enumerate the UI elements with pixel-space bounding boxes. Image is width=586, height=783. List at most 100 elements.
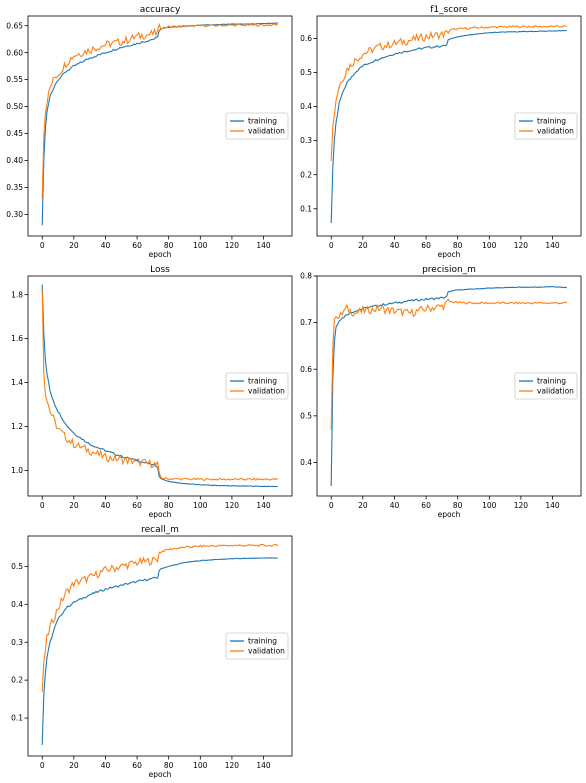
x-tick-label: 80 (164, 501, 174, 510)
series-line-validation (330, 24, 567, 162)
x-tick-label: 80 (453, 501, 463, 510)
x-tick-label: 20 (69, 761, 79, 770)
y-tick-label: 1.0 (11, 466, 23, 475)
y-tick-label: 0.65 (6, 21, 23, 30)
y-tick-label: 1.4 (11, 378, 23, 387)
x-tick-label: 40 (390, 501, 400, 510)
x-tick-label: 100 (193, 761, 208, 770)
y-tick-label: 0.4 (300, 458, 312, 467)
x-tick-label: 140 (545, 241, 560, 250)
chart-title: accuracy (140, 5, 181, 15)
y-tick-label: 0.40 (6, 156, 23, 165)
x-tick-label: 40 (390, 241, 400, 250)
legend-box (225, 112, 289, 140)
chart-title: precision_m (422, 265, 476, 275)
x-tick-label: 140 (545, 501, 560, 510)
chart-title: Loss (150, 265, 170, 275)
x-tick-label: 0 (40, 241, 45, 250)
y-tick-label: 0.7 (300, 318, 312, 327)
x-tick-label: 60 (132, 761, 142, 770)
x-axis-label: epoch (149, 250, 172, 259)
y-tick-label: 0.35 (6, 183, 23, 192)
legend-label-validation: validation (537, 127, 574, 136)
series-line-training (41, 284, 278, 488)
y-tick-label: 0.60 (6, 48, 23, 57)
x-tick-label: 0 (329, 501, 334, 510)
x-tick-label: 60 (132, 501, 142, 510)
y-tick-label: 0.3 (11, 638, 23, 647)
x-tick-label: 80 (164, 241, 174, 250)
x-tick-label: 20 (358, 501, 368, 510)
x-tick-label: 140 (256, 241, 271, 250)
y-tick-label: 0.8 (300, 272, 312, 281)
legend-label-validation: validation (248, 647, 285, 656)
x-tick-label: 140 (256, 501, 271, 510)
y-tick-label: 1.6 (11, 334, 23, 343)
y-tick-label: 0.55 (6, 75, 23, 84)
series-line-validation (41, 289, 278, 481)
x-axis-label: epoch (149, 510, 172, 519)
subplot-f1_score: f1_score 0 20 40 60 80 100 120 140 0.1 0.2 0.3 0.4 0.… (300, 5, 582, 259)
x-tick-label: 140 (256, 761, 271, 770)
x-tick-label: 100 (482, 241, 497, 250)
x-tick-label: 100 (482, 501, 497, 510)
legend-label-validation: validation (248, 387, 285, 396)
x-tick-label: 120 (225, 501, 240, 510)
y-tick-label: 1.2 (11, 422, 23, 431)
y-tick-label: 0.6 (300, 365, 312, 374)
axes-frame (316, 15, 582, 237)
legend-label-training: training (248, 377, 277, 386)
x-tick-label: 0 (40, 761, 45, 770)
x-tick-label: 60 (421, 241, 431, 250)
x-tick-label: 120 (514, 501, 529, 510)
series-line-validation (41, 543, 279, 692)
legend-label-validation: validation (537, 387, 574, 396)
legend-label-training: training (248, 117, 277, 126)
axes-frame (316, 275, 582, 497)
y-tick-label: 0.5 (300, 411, 312, 420)
series-line-validation (41, 22, 279, 199)
chart-title: f1_score (430, 5, 468, 15)
y-tick-label: 0.1 (11, 714, 23, 723)
chart-title: recall_m (141, 525, 179, 535)
x-axis-label: epoch (149, 770, 172, 779)
y-tick-label: 0.5 (300, 68, 312, 77)
x-tick-label: 60 (132, 241, 142, 250)
x-tick-label: 80 (453, 241, 463, 250)
x-tick-label: 120 (225, 761, 240, 770)
y-tick-label: 0.3 (300, 136, 312, 145)
axes-frame (27, 535, 293, 757)
x-tick-label: 120 (225, 241, 240, 250)
x-tick-label: 0 (40, 501, 45, 510)
legend-label-training: training (537, 377, 566, 386)
x-tick-label: 40 (101, 501, 111, 510)
x-tick-label: 60 (421, 501, 431, 510)
x-axis-label: epoch (438, 510, 461, 519)
y-tick-label: 0.4 (300, 102, 312, 111)
legend-box (225, 632, 289, 660)
legend-label-validation: validation (248, 127, 285, 136)
y-tick-label: 0.1 (300, 204, 312, 213)
y-tick-label: 0.50 (6, 102, 23, 111)
x-tick-label: 40 (101, 761, 111, 770)
legend-box (514, 372, 578, 400)
x-tick-label: 100 (193, 241, 208, 250)
y-tick-label: 0.2 (11, 676, 23, 685)
legend-box (225, 372, 289, 400)
x-tick-label: 20 (69, 241, 79, 250)
series-line-training (41, 557, 278, 745)
y-tick-label: 0.4 (11, 600, 23, 609)
y-tick-label: 0.30 (6, 210, 23, 219)
y-tick-label: 0.45 (6, 129, 23, 138)
x-axis-label: epoch (438, 250, 461, 259)
x-tick-label: 20 (69, 501, 79, 510)
axes-frame (27, 275, 293, 497)
x-tick-label: 0 (329, 241, 334, 250)
axes-frame (27, 15, 293, 237)
legend-box (514, 112, 578, 140)
